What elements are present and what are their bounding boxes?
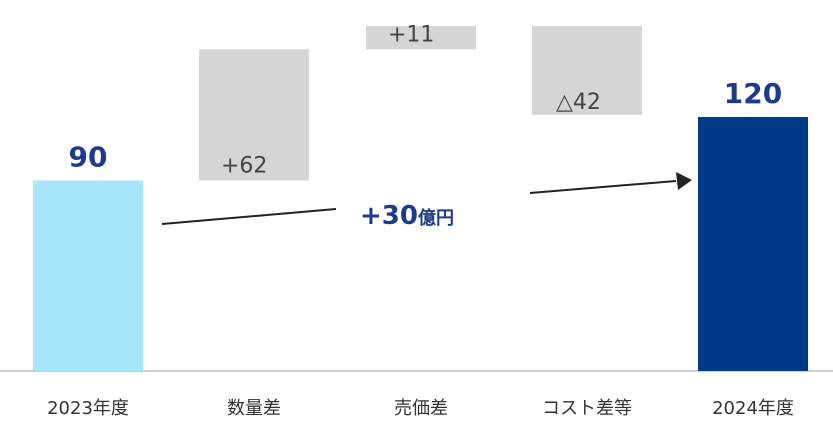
value-label-2: +62 — [221, 154, 267, 179]
category-label-1: 2023年度 — [47, 398, 129, 419]
value-label-3: +11 — [388, 22, 434, 47]
growth-number: +30 — [360, 201, 418, 231]
growth-annotation: +30億円 — [360, 201, 454, 231]
value-label-5: 120 — [724, 77, 782, 110]
value-label-4: △42 — [556, 90, 601, 115]
trend-line-left — [161, 208, 337, 225]
value-label-1: 90 — [69, 141, 108, 174]
bar-3 — [366, 26, 476, 50]
bar-4 — [532, 26, 642, 115]
category-label-3: 売価差 — [394, 398, 448, 419]
bar-5 — [698, 117, 808, 371]
category-label-5: 2024年度 — [712, 398, 794, 419]
bar-2 — [199, 49, 309, 181]
bars-group — [33, 26, 808, 371]
category-label-2: 数量差 — [227, 398, 281, 419]
category-label-4: コスト差等 — [542, 398, 632, 419]
value-labels-group: 90 +62 +11 △42 120 — [69, 22, 783, 178]
trend-arrow-line — [529, 180, 677, 194]
trend-arrow-head — [676, 172, 692, 190]
growth-unit: 億円 — [418, 207, 454, 229]
bar-1 — [33, 180, 143, 371]
category-labels-group: 2023年度 数量差 売価差 コスト差等 2024年度 — [47, 398, 794, 419]
